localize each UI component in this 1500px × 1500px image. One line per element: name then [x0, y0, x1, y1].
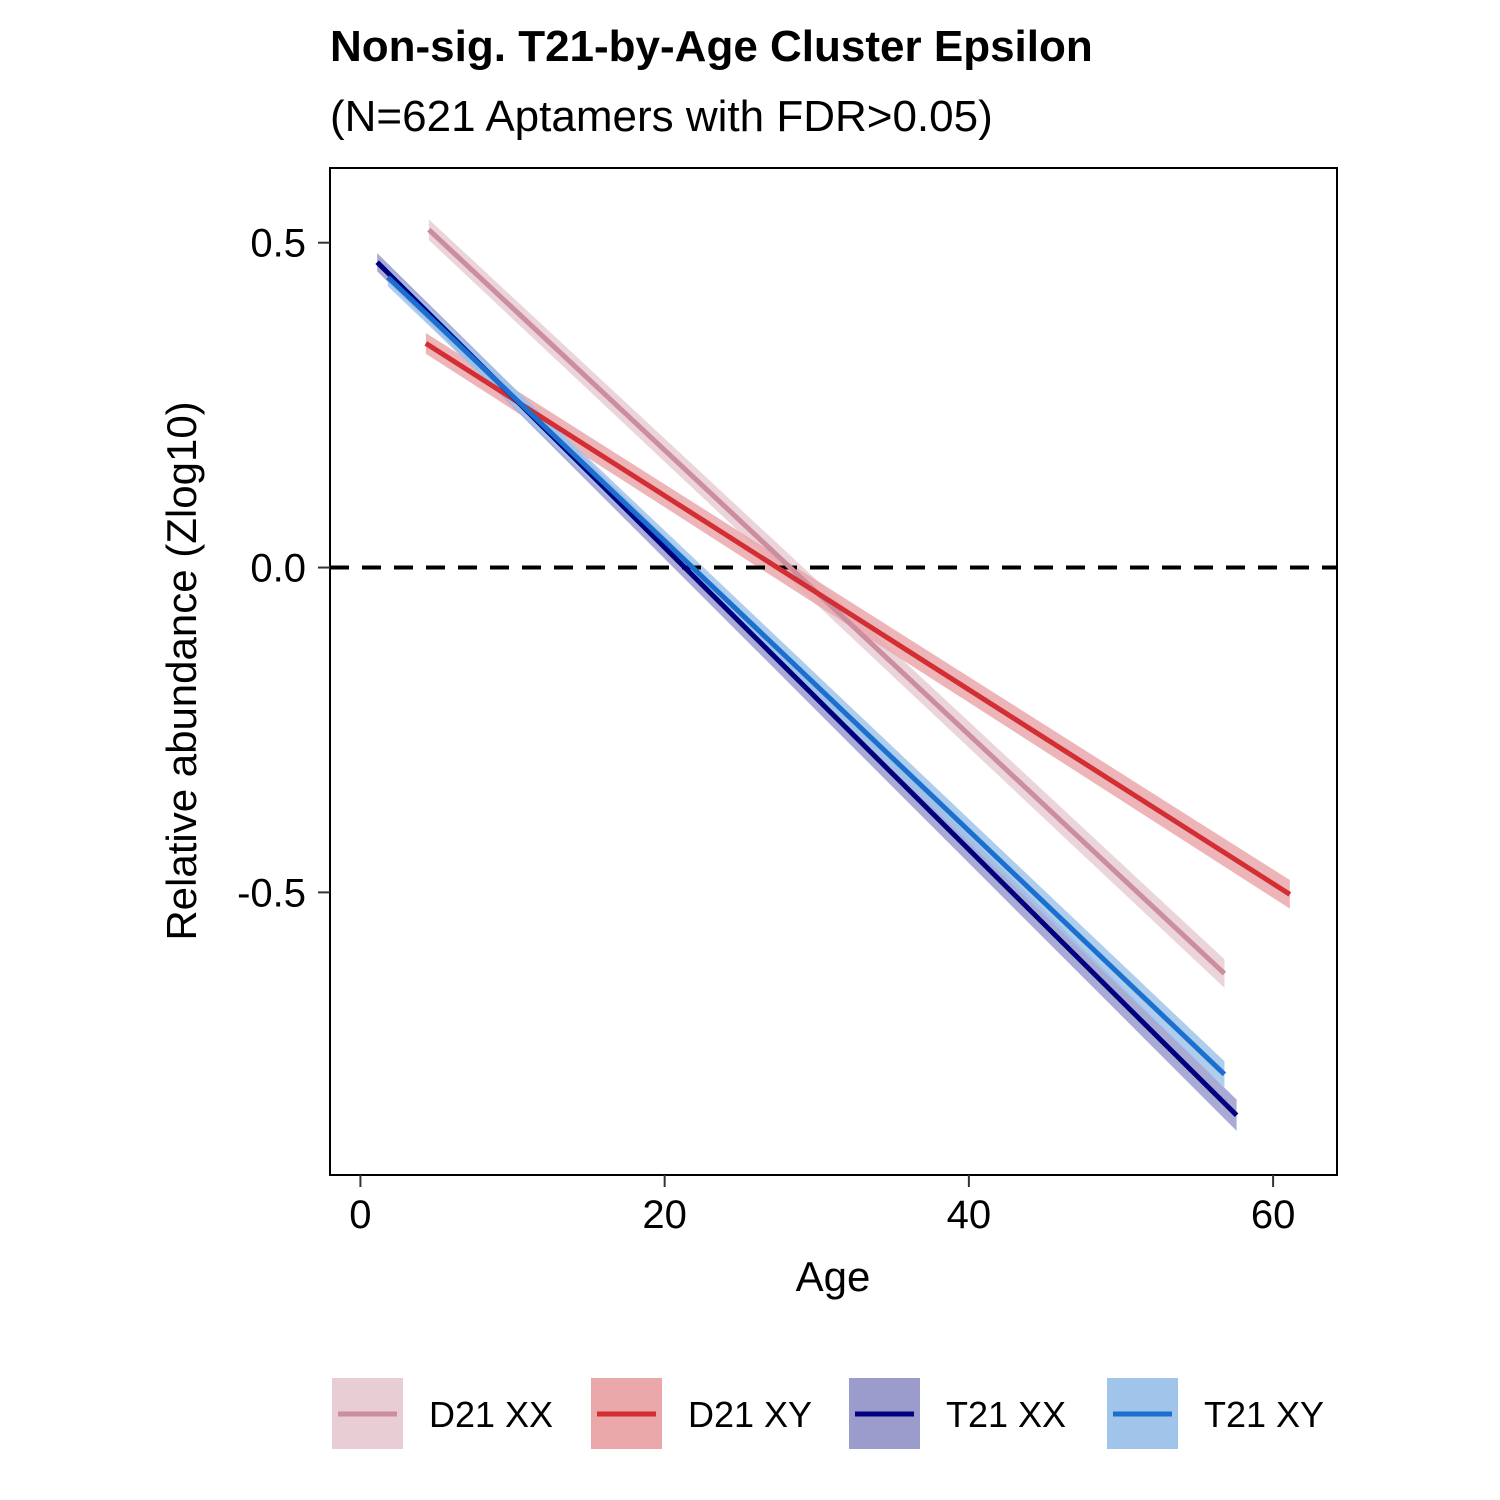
- legend-item-t21-xx: T21 XX: [849, 1378, 1066, 1449]
- y-tick-label: 0.0: [250, 547, 306, 591]
- x-tick-label: 60: [1251, 1193, 1296, 1237]
- series-lines: [375, 227, 1292, 1118]
- legend-item-d21-xx: D21 XX: [332, 1378, 553, 1449]
- chart-subtitle: (N=621 Aptamers with FDR>0.05): [330, 92, 993, 141]
- y-tick-label: -0.5: [237, 871, 306, 915]
- y-tick-label: 0.5: [250, 222, 306, 266]
- plot-panel: [329, 167, 1338, 1176]
- y-axis-label: Relative abundance (Zlog10): [158, 401, 205, 940]
- legend-item-t21-xy: T21 XY: [1107, 1378, 1324, 1449]
- legend-item-d21-xy: D21 XY: [591, 1378, 812, 1449]
- x-tick-label: 40: [947, 1193, 992, 1237]
- x-tick-label: 20: [642, 1193, 687, 1237]
- y-axis: -0.5 0.0 0.5: [237, 222, 330, 915]
- x-axis: 0 20 40 60: [349, 1175, 1295, 1237]
- chart-title: Non-sig. T21-by-Age Cluster Epsilon: [330, 22, 1093, 71]
- confidence-bands: [377, 219, 1290, 1131]
- x-axis-label: Age: [796, 1253, 871, 1300]
- x-tick-label: 0: [349, 1193, 371, 1237]
- series-line-d21-xy: [424, 341, 1292, 897]
- legend-label: D21 XY: [688, 1394, 812, 1435]
- legend: D21 XX D21 XY T21 XX T21 XY: [332, 1378, 1324, 1449]
- legend-label: T21 XY: [1204, 1394, 1324, 1435]
- series-line-t21-xy: [386, 275, 1227, 1077]
- legend-label: T21 XX: [946, 1394, 1066, 1435]
- legend-label: D21 XX: [429, 1394, 553, 1435]
